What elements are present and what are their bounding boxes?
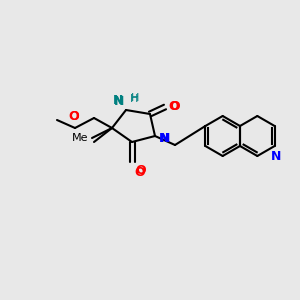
Text: N: N (160, 133, 170, 146)
Text: H: H (130, 94, 138, 104)
Text: N: N (159, 131, 169, 145)
Text: O: O (169, 100, 180, 112)
Text: O: O (168, 100, 178, 113)
Text: O: O (135, 164, 146, 177)
Text: O: O (69, 110, 79, 123)
Text: N: N (114, 95, 124, 108)
Text: O: O (69, 110, 79, 123)
Text: N: N (112, 94, 123, 107)
Text: H: H (131, 93, 140, 103)
Text: N: N (271, 150, 281, 163)
Text: O: O (134, 166, 145, 179)
Text: Me: Me (71, 133, 88, 143)
